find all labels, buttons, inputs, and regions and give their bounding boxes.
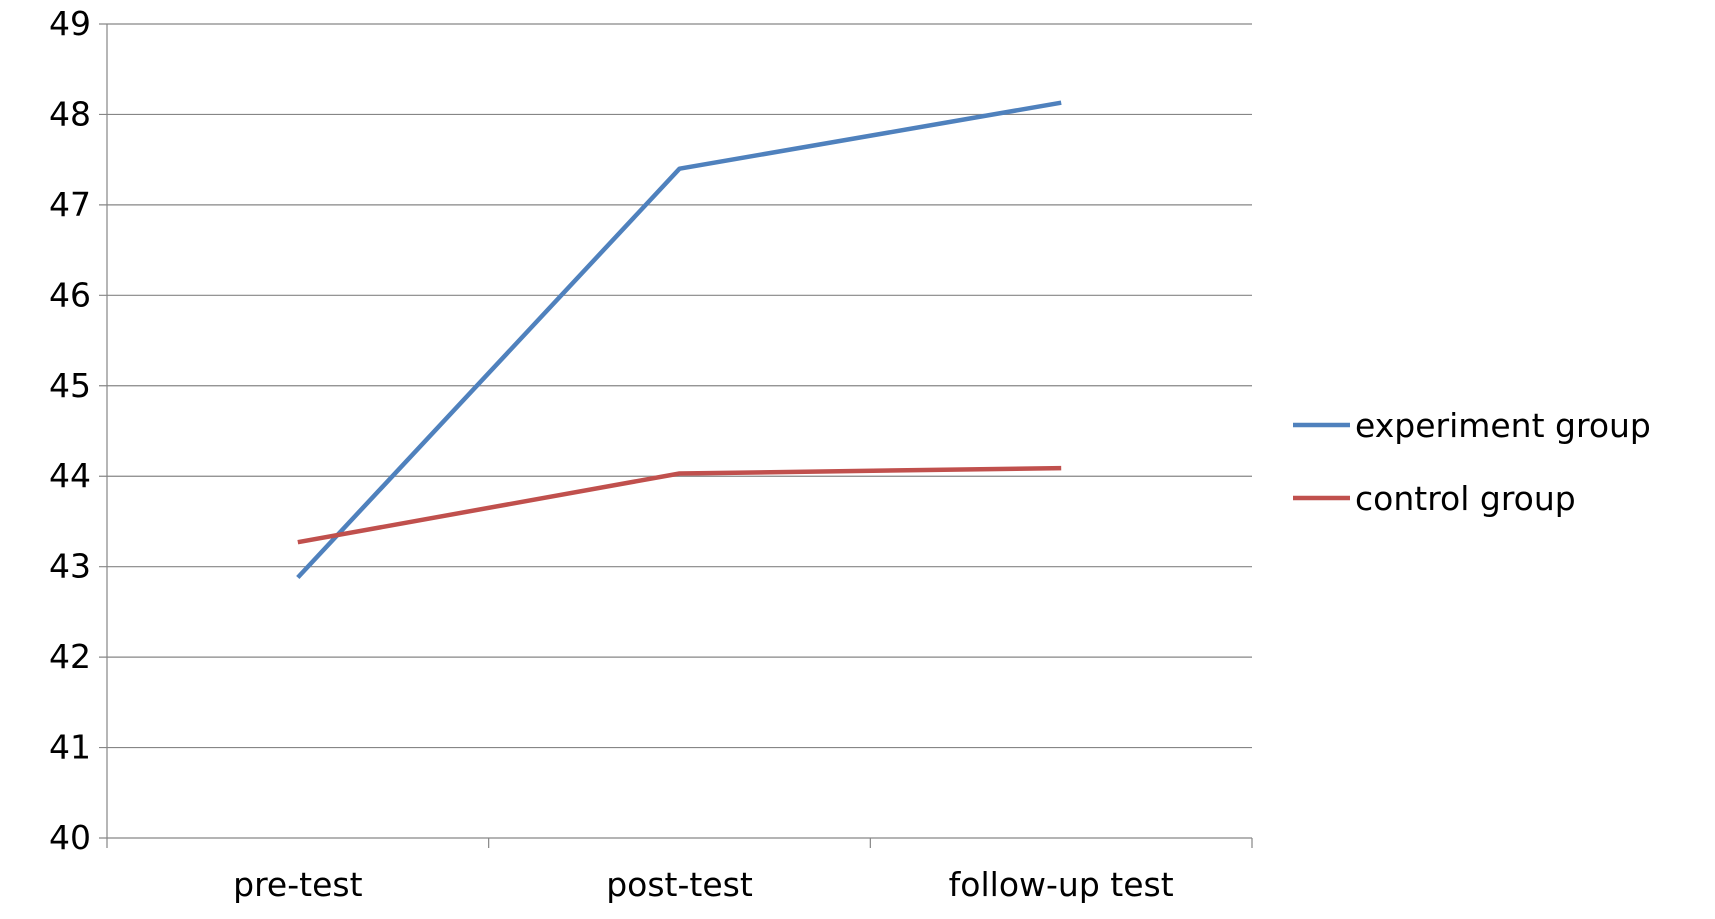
y-tick-label: 44 [49, 456, 91, 495]
x-category-label: follow-up test [949, 865, 1174, 904]
y-tick-label: 45 [49, 366, 91, 405]
legend: experiment group control group [1293, 406, 1651, 518]
y-tick-label: 46 [49, 275, 91, 314]
x-category-label: pre-test [233, 865, 362, 904]
series-lines [296, 100, 1062, 580]
x-category-label: post-test [606, 865, 753, 904]
series-line-control-group [297, 465, 1062, 545]
y-tick-label: 47 [49, 185, 91, 224]
gridlines [99, 23, 1252, 839]
y-tick-label: 42 [49, 637, 91, 676]
y-tick-label: 40 [49, 818, 91, 857]
legend-label: experiment group [1355, 406, 1651, 445]
y-tick-label: 41 [49, 728, 91, 767]
series-line-experiment-group [296, 100, 1062, 580]
y-tick-label: 48 [49, 94, 91, 133]
y-tick-label: 43 [49, 547, 91, 586]
y-tick-label: 49 [49, 4, 91, 43]
axes: 40 41 42 43 44 45 46 47 48 49 pre-test post-test fol… [49, 4, 1253, 904]
legend-label: control group [1355, 479, 1576, 518]
